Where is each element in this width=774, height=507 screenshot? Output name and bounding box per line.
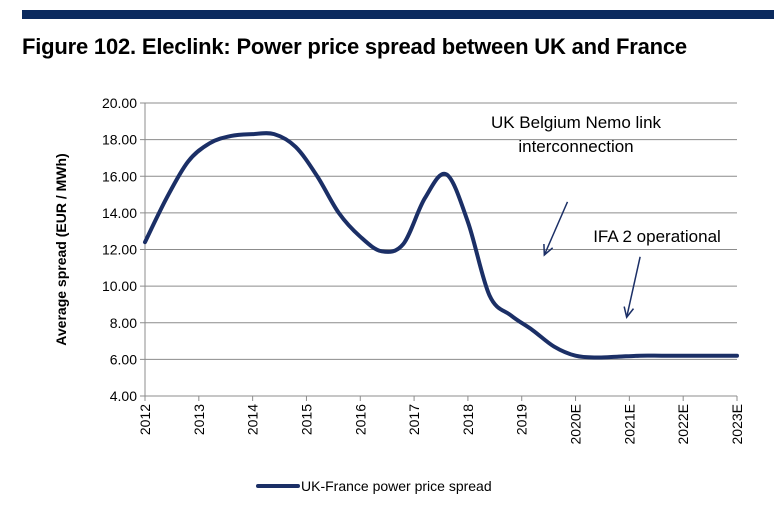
x-tick-label: 2022E [675, 404, 691, 444]
header-accent-bar [22, 10, 774, 19]
annotation-arrow-head [623, 306, 635, 319]
chart-series [143, 131, 739, 360]
x-tick-label: 2016 [352, 404, 368, 435]
x-tick-label: 2021E [621, 404, 637, 444]
legend-label: UK-France power price spread [301, 478, 492, 494]
y-tick-label: 12.00 [102, 242, 137, 258]
x-tick-label: 2018 [460, 404, 476, 435]
annotation-arrow-line [625, 256, 641, 318]
y-tick-label: 4.00 [110, 388, 137, 404]
chart-legend: UK-France power price spread [256, 478, 492, 494]
annotation-arrow-head [543, 243, 554, 257]
y-tick-label: 8.00 [110, 315, 137, 331]
x-tick-label: 2013 [191, 404, 207, 435]
x-tick-label: 2020E [568, 404, 584, 444]
x-tick-label: 2017 [406, 404, 422, 435]
chart-grid [145, 102, 737, 360]
annotation-text: IFA 2 operational [593, 227, 721, 246]
annotation-arrow-line [543, 201, 569, 256]
figure-title: Figure 102. Eleclink: Power price spread… [22, 34, 687, 59]
x-tick-label: 2014 [245, 404, 261, 435]
x-tick-label: 2019 [514, 404, 530, 435]
x-tick-label: 2012 [137, 404, 153, 435]
y-tick-label: 16.00 [102, 168, 137, 184]
y-tick-label: 18.00 [102, 132, 137, 148]
x-axis-ticks: 2012 2013 2014 2015 2016 2017 2018 2019 2020E 202… [137, 396, 745, 444]
y-tick-label: 20.00 [102, 95, 137, 111]
series-line [143, 131, 739, 360]
y-tick-label: 10.00 [102, 278, 137, 294]
x-tick-label: 2015 [298, 404, 314, 435]
y-tick-label: 6.00 [110, 351, 137, 367]
annotation-text: UK Belgium Nemo link [491, 113, 662, 132]
x-tick-label: 2023E [729, 404, 745, 444]
y-axis-ticks: 4.00 6.00 8.00 10.00 12.00 14.00 16.00 18.00 20.… [102, 95, 145, 404]
y-tick-label: 14.00 [102, 205, 137, 221]
annotation-text: interconnection [518, 137, 633, 156]
chart-axes [144, 103, 737, 397]
chart-annotations: UK Belgium Nemo link interconnection IFA 2… [491, 113, 721, 319]
y-axis-label: Average spread (EUR / MWh) [53, 153, 69, 345]
